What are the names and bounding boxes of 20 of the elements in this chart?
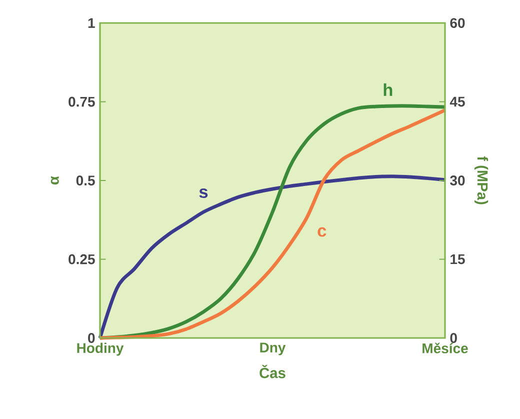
series-label: h [384,83,392,96]
y2-tick-label: 30 [450,176,465,186]
x-tick-label: Měsíce [422,342,468,354]
y-tick-label: 0 [88,333,95,343]
x-tick-label: Dny [260,342,286,356]
x-tick-label: Hodiny [77,342,124,356]
y2-tick-label: 0 [450,333,457,343]
y-tick-label: 0.75 [68,96,95,107]
y-tick-label: 0.25 [68,254,95,264]
y-tick-label: 0.5 [76,176,95,186]
series-label: c [318,227,326,237]
y-axis-title: α [50,176,59,184]
x-axis-title: Čas [260,364,286,378]
y-tick-label: 1 [88,18,95,28]
y2-tick-label: 15 [450,254,465,264]
line-series [98,174,447,340]
series-label: s [199,188,208,198]
y2-tick-label: 45 [450,96,465,107]
y2-axis-title: f (MPa) [474,156,488,204]
y2-tick-label: 60 [450,18,465,28]
